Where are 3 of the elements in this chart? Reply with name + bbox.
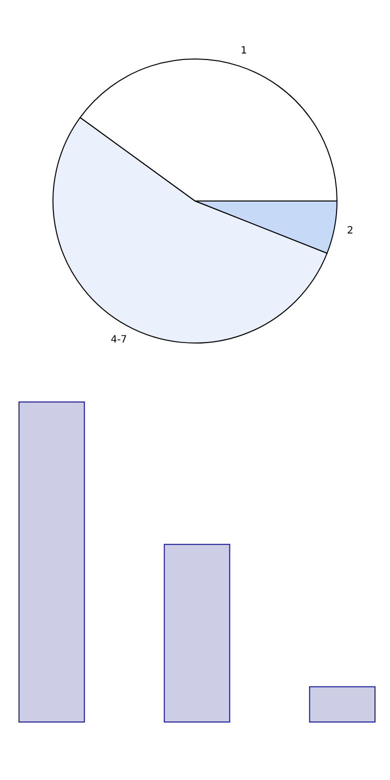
slice-label: 4-7 <box>110 334 128 346</box>
slice-label: 1 <box>240 46 248 57</box>
slice-label: 2 <box>347 226 354 237</box>
